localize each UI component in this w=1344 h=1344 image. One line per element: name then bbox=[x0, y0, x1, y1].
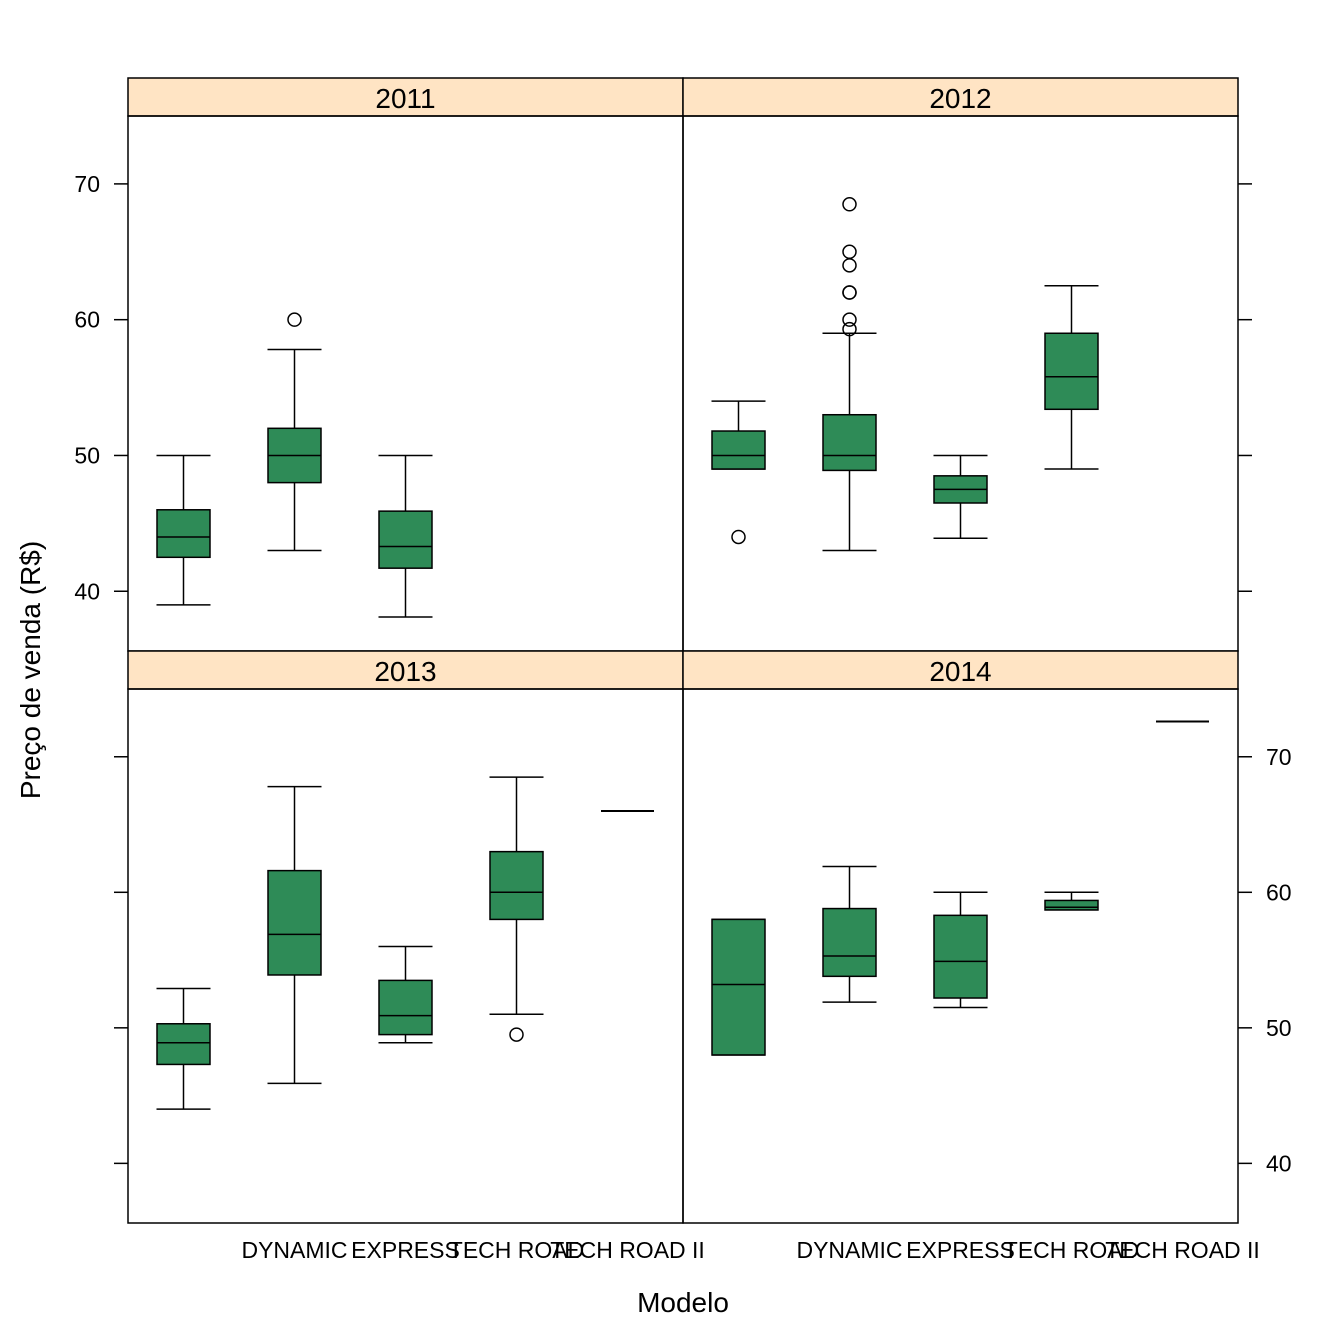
iqr-box bbox=[933, 914, 988, 999]
x-tick-label: EXPRESS bbox=[351, 1237, 460, 1263]
outlier-point bbox=[842, 285, 857, 300]
strip-background bbox=[682, 650, 1239, 690]
y-tick-label: 60 bbox=[1266, 879, 1292, 905]
box-tech-road-ii bbox=[489, 776, 544, 1042]
panel-frame bbox=[682, 115, 1239, 652]
iqr-box bbox=[378, 979, 433, 1036]
strip-background bbox=[127, 650, 684, 690]
iqr-box bbox=[1044, 332, 1099, 411]
outlier-point bbox=[731, 529, 746, 545]
panel-frame bbox=[682, 688, 1239, 1224]
y-tick-label: 50 bbox=[1266, 1015, 1292, 1041]
strip-label: 2014 bbox=[929, 656, 991, 687]
panel-2011: 2011 40 50 60 70 bbox=[74, 77, 684, 652]
outlier-point bbox=[842, 244, 857, 260]
iqr-box bbox=[822, 413, 877, 472]
strip-background bbox=[682, 77, 1239, 117]
x-tick-label: TECH ROAD II bbox=[1105, 1237, 1260, 1263]
x-tick-label: EXPRESS bbox=[906, 1237, 1015, 1263]
outlier-point bbox=[842, 312, 857, 327]
y-tick-label: 40 bbox=[74, 578, 100, 604]
x-tick-label: TECH ROAD bbox=[449, 1237, 584, 1263]
box-tech-road bbox=[378, 945, 433, 1044]
x-tick-label: DYNAMIC bbox=[241, 1237, 347, 1263]
y-tick-label: 60 bbox=[74, 307, 100, 333]
iqr-box bbox=[711, 430, 766, 470]
outlier-point bbox=[842, 258, 857, 273]
iqr-box bbox=[267, 869, 322, 976]
y-tick-label: 70 bbox=[1266, 744, 1292, 770]
outlier-point bbox=[509, 1027, 524, 1042]
y-tick-label: 70 bbox=[74, 171, 100, 197]
outlier-point bbox=[287, 312, 302, 327]
strip-background bbox=[127, 77, 684, 117]
strip-label: 2011 bbox=[375, 83, 435, 114]
strip-label: 2012 bbox=[929, 83, 991, 114]
x-tick-label: TECH ROAD bbox=[1004, 1237, 1139, 1263]
panel-2012: 2012 bbox=[682, 77, 1252, 652]
box-dynamic bbox=[711, 400, 766, 545]
box-express bbox=[267, 785, 322, 1085]
box-tech-road bbox=[933, 891, 988, 1009]
box-dynamic bbox=[711, 918, 766, 1056]
box-dynamic bbox=[156, 454, 211, 606]
y-tick-label: 40 bbox=[1266, 1150, 1292, 1176]
strip-label: 2013 bbox=[374, 656, 436, 687]
y-tick-label: 50 bbox=[74, 442, 100, 468]
outlier-point bbox=[842, 321, 857, 337]
box-express bbox=[267, 312, 322, 552]
outlier-point bbox=[842, 197, 857, 212]
box-tech-road-ii bbox=[1044, 891, 1099, 911]
box-express bbox=[822, 865, 877, 1003]
y-axis-label: Preço de venda (R$) bbox=[15, 541, 46, 799]
iqr-box bbox=[489, 850, 544, 921]
iqr-box bbox=[156, 1023, 211, 1066]
box-tech-road-ii bbox=[1044, 284, 1099, 470]
box-tech-road bbox=[378, 454, 433, 618]
box-dynamic bbox=[156, 987, 211, 1110]
iqr-box bbox=[156, 509, 211, 559]
box-tech-road bbox=[933, 454, 988, 540]
iqr-box bbox=[1044, 899, 1099, 911]
x-tick-label: TECH ROAD II bbox=[550, 1237, 705, 1263]
x-axis-label: Modelo bbox=[637, 1287, 729, 1318]
box-express bbox=[822, 197, 877, 552]
iqr-box bbox=[711, 918, 766, 1056]
iqr-box bbox=[378, 510, 433, 569]
iqr-box bbox=[822, 907, 877, 978]
x-tick-label: DYNAMIC bbox=[796, 1237, 902, 1263]
